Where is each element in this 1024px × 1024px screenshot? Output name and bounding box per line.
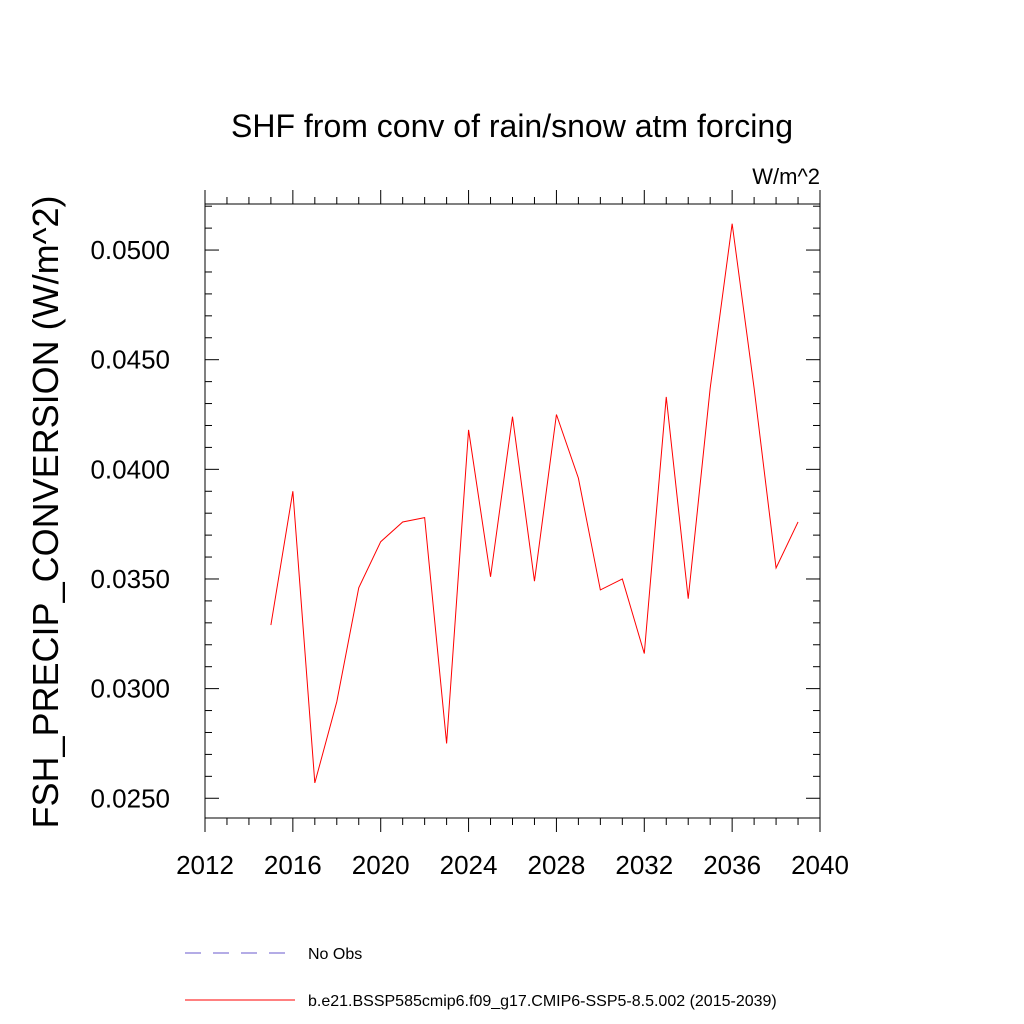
legend-label: b.e21.BSSP585cmip6.f09_g17.CMIP6-SSP5-8.…	[308, 993, 777, 1010]
x-tick-label: 2040	[791, 850, 849, 880]
series-line	[270, 223, 799, 784]
x-tick-label: 2020	[352, 850, 410, 880]
x-tick-label: 2016	[264, 850, 322, 880]
x-tick-label: 2028	[528, 850, 586, 880]
legend: No Obs b.e21.BSSP585cmip6.f09_g17.CMIP6-S…	[185, 946, 777, 1010]
y-tick-label: 0.0400	[90, 454, 170, 484]
series-layer	[270, 223, 799, 784]
y-tick-label: 0.0250	[90, 783, 170, 813]
axis-ticks	[204, 190, 821, 832]
x-tick-label: 2032	[615, 850, 673, 880]
units-label: W/m^2	[752, 164, 820, 189]
x-tick-label: 2036	[703, 850, 761, 880]
y-tick-label: 0.0500	[90, 235, 170, 265]
y-tick-label: 0.0450	[90, 345, 170, 375]
y-tick-label: 0.0350	[90, 564, 170, 594]
x-tick-label: 2012	[176, 850, 234, 880]
axis-tick-labels: 2012 2016 2020 2024 2028 2032 2036 2040 0.0250 0.…	[90, 235, 848, 880]
y-tick-label: 0.0300	[90, 674, 170, 704]
x-tick-label: 2024	[440, 850, 498, 880]
plot-frame	[204, 203, 821, 819]
legend-label: No Obs	[308, 946, 362, 963]
y-axis-label: FSH_PRECIP_CONVERSION (W/m^2)	[25, 196, 66, 829]
chart-title: SHF from conv of rain/snow atm forcing	[231, 108, 793, 144]
